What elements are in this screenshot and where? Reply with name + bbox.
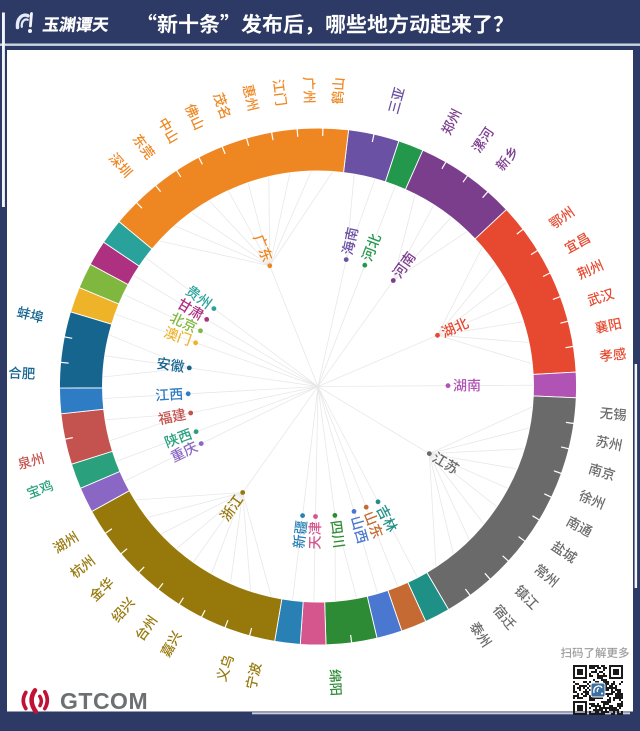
svg-text:GTCOM: GTCOM [60, 688, 148, 714]
